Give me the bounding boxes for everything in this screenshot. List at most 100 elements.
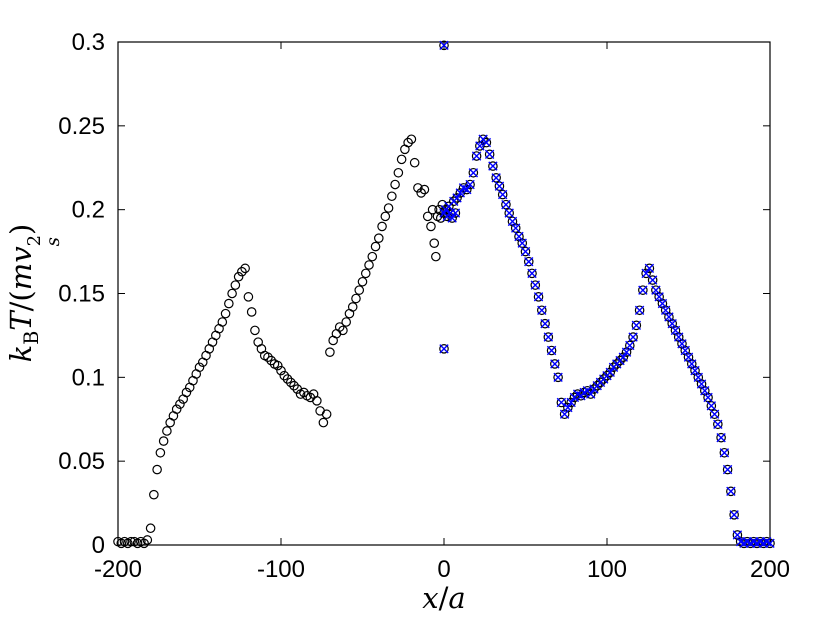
data-point-cross [497,189,508,200]
data-point-circle [155,447,166,458]
data-point-circle [149,489,159,500]
data-point-circle [722,464,733,475]
data-point-circle [194,362,205,373]
data-point-cross [677,339,687,349]
data-point-cross [462,184,472,195]
data-point-circle [448,196,459,207]
data-point-cross [556,397,567,408]
data-point-circle [488,161,498,171]
data-point-circle [390,179,400,190]
data-point-cross [732,530,743,540]
data-point-cross [644,263,655,274]
data-point-circle [605,367,616,378]
data-point-circle [139,538,149,549]
data-point-circle [719,447,730,458]
data-point-circle [439,40,449,51]
data-point-circle [282,374,293,384]
data-point-circle [162,426,172,436]
data-point-circle [276,365,286,376]
y-tick-label: 0.3 [72,29,105,56]
y-tick-label: 0.25 [58,113,105,140]
data-point-cross [693,372,703,383]
data-point-circle [224,298,234,309]
data-point-circle [318,417,329,428]
data-point-circle [611,359,622,369]
data-point-cross [439,344,449,354]
data-point-circle [638,285,648,295]
data-point-circle [272,360,283,371]
data-point-circle [217,317,228,327]
data-point-cross [722,464,733,475]
data-point-circle [556,397,567,408]
data-point-circle [145,523,156,534]
data-point-circle [237,266,247,277]
data-point-circle [393,167,404,178]
data-point-circle [419,184,430,195]
data-point-circle [396,154,407,165]
data-point-circle [631,320,642,331]
data-point-circle [533,292,544,302]
data-point-cross [471,151,482,161]
data-point-cross [664,312,674,322]
ylabel-k: k [4,344,39,363]
xlabel-slash: / [438,581,449,615]
data-point-circle [357,276,368,287]
x-tick-label: 200 [750,556,790,583]
data-point-circle [403,137,413,148]
ylabel-close-paren: ) [4,223,39,235]
data-point-circle [726,486,736,497]
data-point-cross [654,292,664,302]
data-point-cross [517,238,527,248]
data-point-circle [530,280,541,290]
data-point-cross [716,432,726,443]
data-point-cross [527,268,537,279]
data-point-circle [729,510,739,520]
data-point-cross [559,409,570,419]
data-point-circle [285,377,296,388]
data-point-circle [377,221,387,232]
data-point-circle [634,305,645,316]
data-point-circle [465,179,475,190]
data-point-circle [250,325,260,336]
data-point-circle [383,203,394,213]
data-point-circle [370,241,381,252]
data-point-cross [507,216,518,227]
data-point-circle [550,359,560,369]
data-point-cross [690,365,700,376]
data-point-circle [181,387,192,398]
data-point-circle [592,380,603,391]
data-point-circle [380,211,391,222]
data-point-circle [427,204,438,215]
data-point-circle [608,362,619,373]
data-point-cross [621,347,632,357]
data-point-cross [696,379,707,389]
data-point-cross [450,208,461,218]
x-tick-label: -100 [257,556,305,583]
data-point-cross [605,367,615,377]
data-point-circle [325,347,335,357]
data-point-cross [533,292,544,302]
data-point-circle [347,302,358,312]
data-point-circle [233,271,244,282]
data-point-cross [657,298,668,309]
data-point-cross [680,345,690,356]
data-point-cross [447,213,457,223]
data-point-cross [683,352,694,362]
ylabel-mv: mv [4,246,39,291]
data-point-cross [709,409,720,419]
data-point-circle [523,256,534,267]
data-point-circle [406,134,417,145]
data-point-circle [540,318,550,329]
data-point-cross [511,223,521,233]
data-point-circle [126,536,136,547]
data-point-cross [700,386,710,396]
data-point-circle [484,149,495,160]
data-point-circle [142,535,153,545]
data-point-circle [471,151,482,161]
data-point-cross [638,285,648,295]
data-point-circle [341,317,351,327]
data-point-cross [455,188,465,198]
data-point-cross [625,340,635,351]
